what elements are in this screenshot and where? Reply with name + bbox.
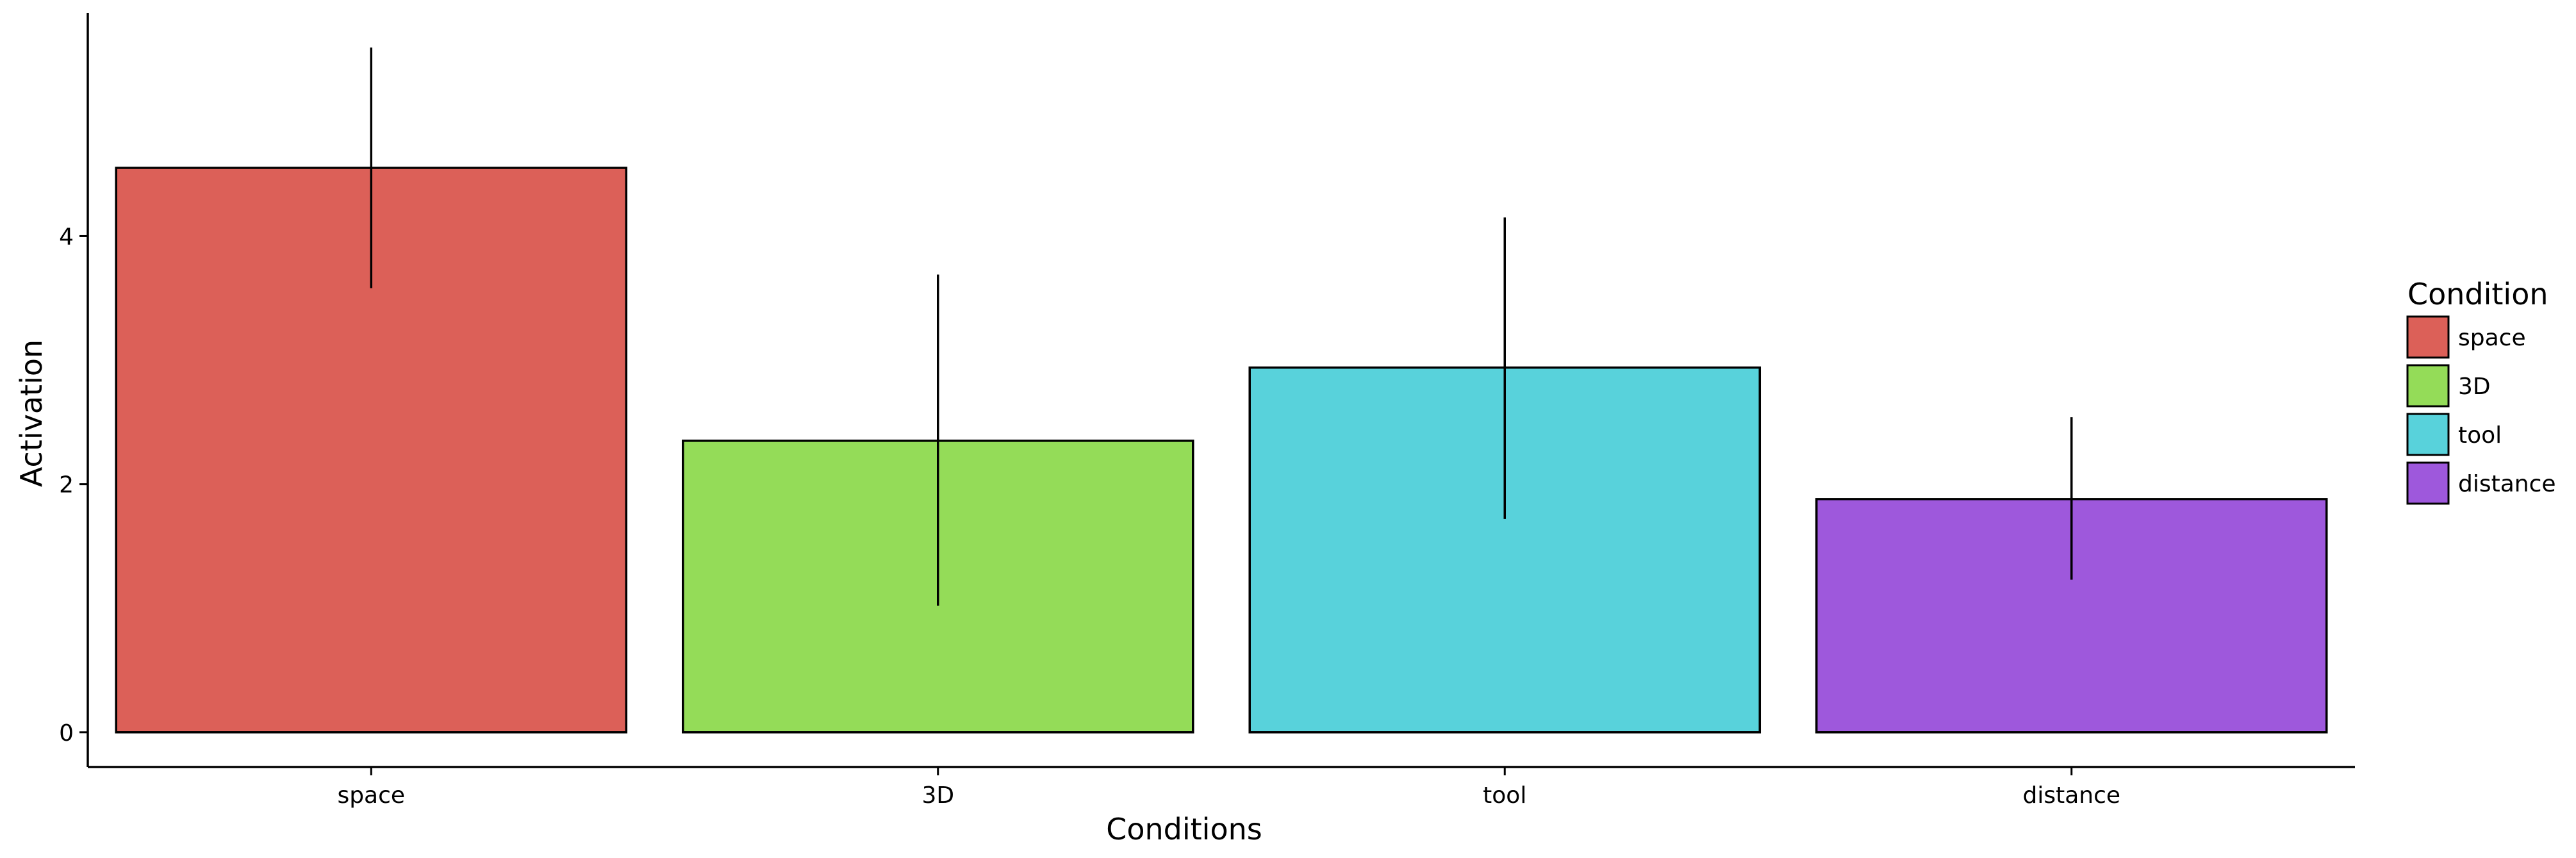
legend-key-3D [2406, 364, 2450, 408]
y-tick-label-2: 2 [59, 472, 74, 499]
legend-title: Condition [2407, 277, 2548, 311]
legend-label-distance: distance [2458, 471, 2556, 497]
x-axis-title: Conditions [1106, 812, 1262, 846]
legend-label-space: space [2458, 325, 2526, 351]
legend-key-distance [2406, 461, 2450, 505]
legend-key-tool [2406, 413, 2450, 456]
x-tick-label-distance: distance [2022, 782, 2120, 809]
legend: Condition space 3D tool distance [2406, 277, 2556, 505]
y-axis-title: Activation [14, 340, 49, 487]
error-bars-layer [370, 47, 2073, 606]
legend-label-tool: tool [2458, 422, 2502, 449]
axes-layer: space 3D tool distance 0 2 4 [59, 13, 2355, 809]
x-tick-label-3D: 3D [921, 782, 954, 809]
x-tick-label-space: space [337, 782, 405, 809]
legend-key-space [2406, 315, 2450, 359]
bars-layer [115, 167, 2328, 734]
x-tick-label-tool: tool [1483, 782, 1526, 809]
y-tick-label-0: 0 [59, 720, 74, 747]
legend-label-3D: 3D [2458, 374, 2491, 400]
y-tick-label-4: 4 [59, 224, 74, 250]
